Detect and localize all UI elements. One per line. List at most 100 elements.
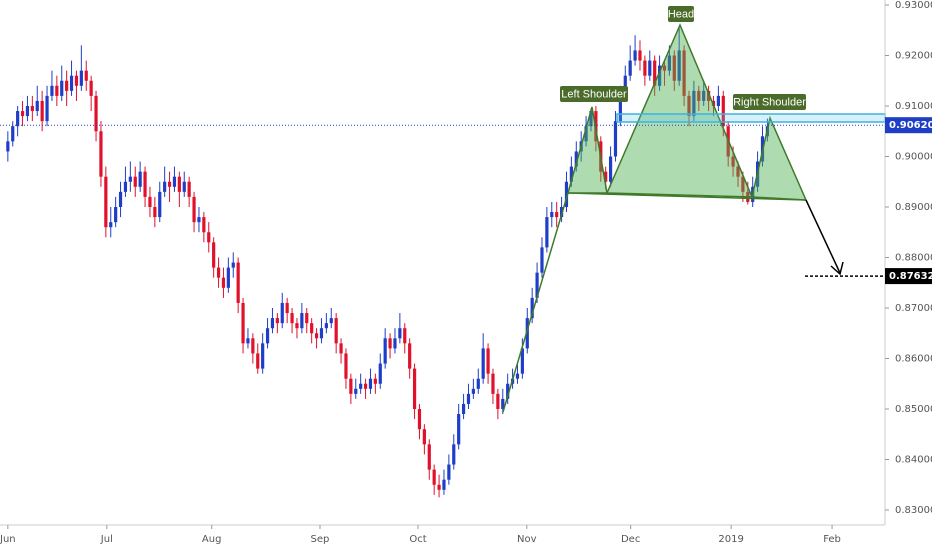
candle-body <box>45 95 49 122</box>
candle-body <box>520 348 524 374</box>
candle-body <box>69 75 74 91</box>
candle-body <box>261 343 265 369</box>
candle-body <box>344 353 348 379</box>
candle-body <box>285 302 289 314</box>
candle-body <box>427 444 431 470</box>
candle-body <box>706 90 711 101</box>
x-tick-label: Dec <box>621 534 640 545</box>
candle-body <box>702 90 706 101</box>
candle-body <box>398 328 402 339</box>
candle-body <box>501 398 505 409</box>
x-tick-label: Sep <box>311 534 330 545</box>
resistance-zone <box>616 113 886 123</box>
candle-body <box>182 181 186 192</box>
candle-body <box>545 217 549 248</box>
candle-body <box>270 318 275 329</box>
candle-body <box>300 313 304 329</box>
candle-body <box>30 106 34 112</box>
candle-body <box>35 100 39 112</box>
candle-body <box>506 383 510 399</box>
candle-body <box>481 348 485 379</box>
annotation-box <box>560 86 628 102</box>
candle-body <box>197 217 201 223</box>
candle-body <box>736 166 740 177</box>
head-shape <box>605 23 754 198</box>
candle-body <box>74 75 79 86</box>
candle-body <box>295 323 299 329</box>
candle-body <box>11 126 15 142</box>
candle-body <box>437 484 441 490</box>
price-label: 0.90620 <box>889 120 932 131</box>
candle-body <box>305 313 309 324</box>
candle-body <box>246 338 250 344</box>
candle-body <box>412 368 417 409</box>
candle-body <box>6 141 10 152</box>
candle-body <box>368 378 373 389</box>
candle-body <box>216 267 221 278</box>
candle-body <box>550 212 554 218</box>
candle-body <box>79 70 83 86</box>
pattern: Head Left Shoulder Right Shoulder <box>502 6 886 413</box>
candle-body <box>104 176 108 228</box>
candle-body <box>574 151 578 167</box>
candle-body <box>177 176 181 192</box>
x-tick-label: Feb <box>823 534 841 545</box>
candle-body <box>354 388 358 394</box>
candle-body <box>486 348 490 374</box>
candle-body <box>99 131 103 177</box>
candle-body <box>349 378 353 394</box>
candle-body <box>226 267 230 288</box>
candle-body <box>471 388 475 394</box>
candle-body <box>123 181 128 192</box>
candle-body <box>236 262 240 303</box>
candle-body <box>530 297 534 319</box>
candle-body <box>452 444 456 465</box>
candle-body <box>667 55 671 71</box>
candle-body <box>25 106 30 117</box>
candle-body <box>491 373 495 394</box>
candle-body <box>633 50 637 61</box>
candle-body <box>251 338 255 354</box>
candle-body <box>662 65 667 71</box>
candle-body <box>334 318 338 344</box>
candle-body <box>153 207 157 218</box>
candle-body <box>373 378 377 384</box>
candle-body <box>329 318 333 324</box>
candle-body <box>231 262 235 268</box>
candle-body <box>403 328 407 344</box>
candle-body <box>417 409 422 430</box>
annotation: Right Shoulder <box>733 96 806 108</box>
candle-body <box>319 328 324 339</box>
candle-body <box>158 191 162 218</box>
candle-body <box>638 50 642 61</box>
candle-body <box>163 181 167 192</box>
candle-body <box>623 75 627 96</box>
price-label-box <box>885 117 932 134</box>
candle-body <box>339 343 343 354</box>
candle-body <box>256 353 260 369</box>
candle-body <box>692 90 696 117</box>
candle-body <box>192 196 196 223</box>
candle-body <box>114 207 118 223</box>
candle-body <box>432 469 436 485</box>
candle-body <box>143 171 147 197</box>
candle-body <box>324 323 328 329</box>
x-tick-label: Nov <box>517 534 537 545</box>
candle-body <box>731 156 735 167</box>
candle-body <box>314 333 319 339</box>
right-shoulder-shape <box>751 115 808 201</box>
candle-body <box>363 383 368 389</box>
candle-body <box>378 363 382 384</box>
x-tick-label: Aug <box>202 534 222 545</box>
candle-body <box>310 323 314 334</box>
